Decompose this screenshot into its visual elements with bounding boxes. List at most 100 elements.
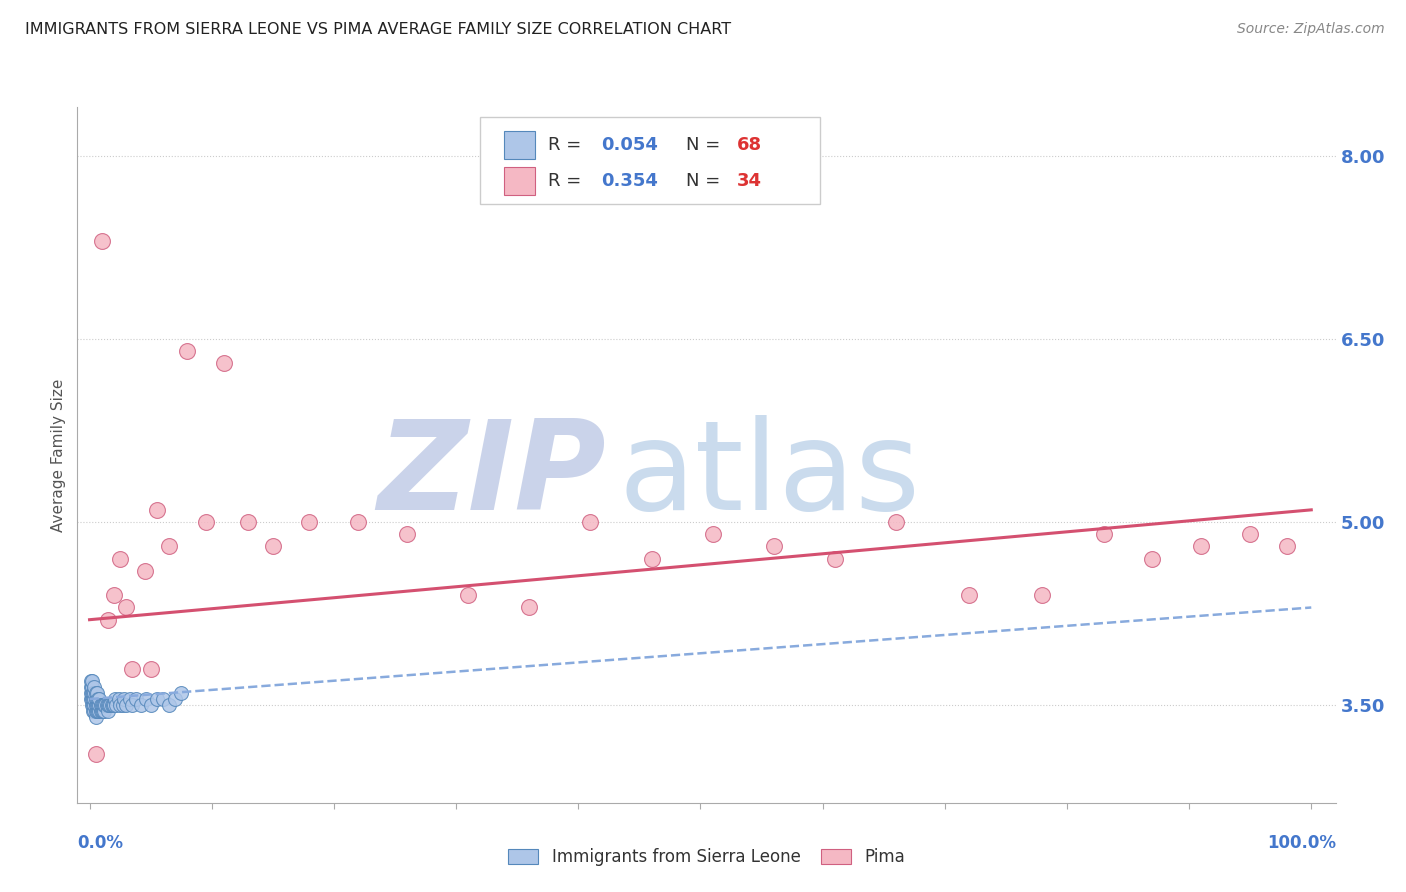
Point bbox=[89, 704, 111, 718]
Point bbox=[90, 704, 112, 718]
Text: N =: N = bbox=[686, 136, 727, 154]
Point bbox=[82, 686, 104, 700]
Point bbox=[83, 680, 105, 694]
Point bbox=[84, 698, 107, 713]
Point bbox=[93, 704, 115, 718]
Point bbox=[80, 686, 103, 700]
Point bbox=[125, 692, 148, 706]
Point bbox=[86, 698, 108, 713]
Point bbox=[98, 698, 121, 713]
Point bbox=[1092, 527, 1115, 541]
Point bbox=[101, 698, 124, 713]
Point bbox=[94, 698, 117, 713]
Point bbox=[118, 692, 141, 706]
Point bbox=[1142, 551, 1164, 566]
Point bbox=[80, 673, 103, 688]
Point bbox=[83, 686, 105, 700]
Point bbox=[98, 698, 121, 713]
Point bbox=[86, 692, 108, 706]
Point bbox=[86, 704, 108, 718]
Text: 34: 34 bbox=[737, 172, 762, 190]
Point bbox=[84, 710, 107, 724]
Point bbox=[100, 698, 122, 713]
Point bbox=[157, 698, 180, 713]
Point bbox=[165, 692, 187, 706]
Point bbox=[90, 698, 112, 713]
Point bbox=[396, 527, 419, 541]
Point bbox=[640, 551, 662, 566]
Point bbox=[87, 698, 110, 713]
Point bbox=[108, 692, 131, 706]
Point bbox=[80, 686, 103, 700]
Point bbox=[91, 698, 114, 713]
Point bbox=[103, 698, 125, 713]
Text: atlas: atlas bbox=[619, 416, 921, 536]
Point bbox=[115, 698, 138, 713]
Point bbox=[298, 515, 321, 529]
Point bbox=[84, 747, 107, 761]
Point bbox=[139, 698, 162, 713]
Point bbox=[108, 551, 131, 566]
Point bbox=[104, 692, 127, 706]
Point bbox=[82, 698, 104, 713]
Point bbox=[152, 692, 174, 706]
Point bbox=[80, 692, 103, 706]
Point bbox=[1275, 540, 1298, 554]
Text: N =: N = bbox=[686, 172, 727, 190]
Point bbox=[105, 698, 128, 713]
Point bbox=[90, 235, 112, 249]
Point bbox=[121, 698, 143, 713]
Point bbox=[84, 692, 107, 706]
Text: 68: 68 bbox=[737, 136, 762, 154]
FancyBboxPatch shape bbox=[503, 167, 536, 194]
Point bbox=[762, 540, 785, 554]
Point bbox=[84, 686, 107, 700]
FancyBboxPatch shape bbox=[479, 118, 820, 204]
Point bbox=[176, 344, 198, 359]
Point bbox=[82, 704, 104, 718]
Point bbox=[80, 692, 103, 706]
Point bbox=[134, 564, 156, 578]
Text: IMMIGRANTS FROM SIERRA LEONE VS PIMA AVERAGE FAMILY SIZE CORRELATION CHART: IMMIGRANTS FROM SIERRA LEONE VS PIMA AVE… bbox=[25, 22, 731, 37]
Point bbox=[1239, 527, 1261, 541]
Point bbox=[80, 680, 103, 694]
Point bbox=[347, 515, 370, 529]
Point bbox=[87, 704, 110, 718]
Point bbox=[97, 613, 120, 627]
Point bbox=[96, 698, 118, 713]
Text: 100.0%: 100.0% bbox=[1267, 834, 1336, 852]
Y-axis label: Average Family Size: Average Family Size bbox=[51, 378, 66, 532]
Point bbox=[139, 661, 162, 675]
Point bbox=[89, 692, 111, 706]
Point bbox=[884, 515, 907, 529]
Point bbox=[238, 515, 260, 529]
Point bbox=[111, 698, 134, 713]
Point bbox=[145, 503, 167, 517]
Point bbox=[957, 588, 980, 602]
Point bbox=[115, 600, 138, 615]
Point bbox=[702, 527, 724, 541]
Point bbox=[86, 686, 108, 700]
Point bbox=[1031, 588, 1053, 602]
Text: 0.054: 0.054 bbox=[600, 136, 658, 154]
Text: R =: R = bbox=[548, 136, 586, 154]
Point bbox=[145, 692, 167, 706]
Point bbox=[194, 515, 217, 529]
Legend: Immigrants from Sierra Leone, Pima: Immigrants from Sierra Leone, Pima bbox=[501, 839, 912, 874]
Point bbox=[90, 704, 112, 718]
Point bbox=[91, 704, 114, 718]
Text: 0.354: 0.354 bbox=[600, 172, 658, 190]
Point bbox=[157, 540, 180, 554]
Point bbox=[457, 588, 479, 602]
Point bbox=[83, 692, 105, 706]
Point bbox=[83, 698, 105, 713]
Point bbox=[97, 698, 120, 713]
Point bbox=[112, 692, 135, 706]
FancyBboxPatch shape bbox=[503, 131, 536, 159]
Point bbox=[90, 698, 112, 713]
Text: R =: R = bbox=[548, 172, 586, 190]
Point bbox=[121, 661, 143, 675]
Point bbox=[170, 686, 193, 700]
Point bbox=[262, 540, 284, 554]
Point bbox=[824, 551, 846, 566]
